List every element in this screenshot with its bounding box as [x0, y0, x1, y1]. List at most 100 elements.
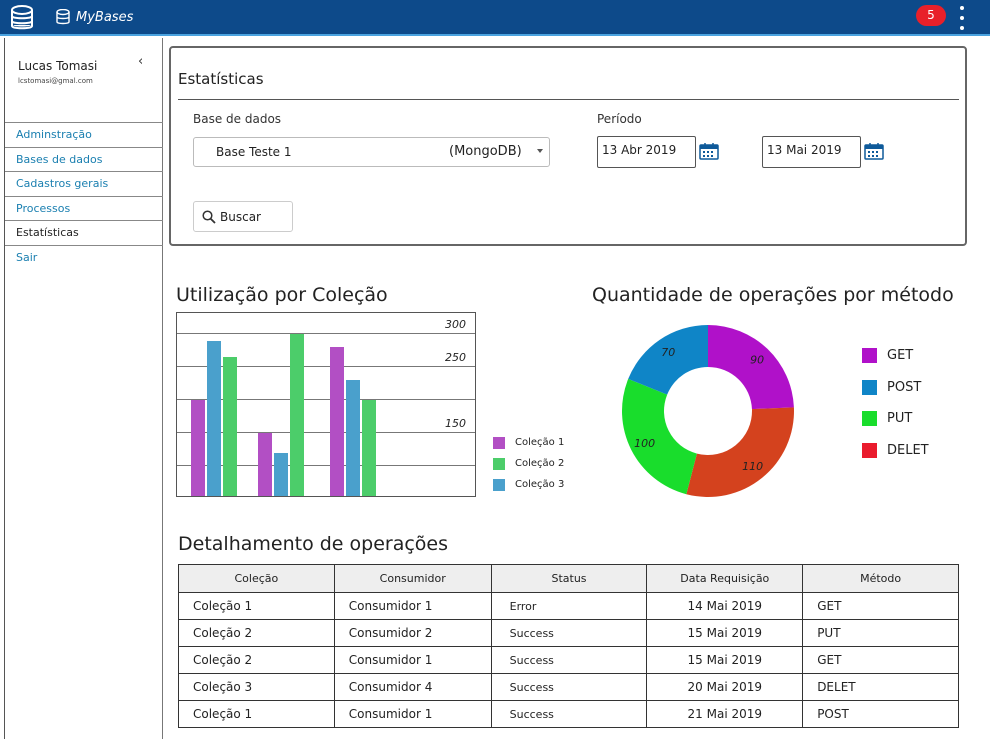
cell-consumidor: Consumidor 2: [333, 619, 492, 647]
gridline: [177, 332, 475, 334]
donut-slice: [622, 378, 697, 495]
date-from-input[interactable]: 13 Abr 2019: [597, 136, 696, 168]
filter-panel: Estatísticas Base de dados Base Teste 1 …: [169, 46, 967, 246]
column-header-metodo[interactable]: Método: [802, 564, 959, 593]
bar: [207, 340, 221, 496]
cell-status: Error: [490, 592, 648, 620]
cell-colecao: Coleção 1: [178, 700, 335, 728]
cell-status: Success: [490, 619, 648, 647]
cell-metodo: PUT: [802, 619, 959, 647]
more-vertical-icon[interactable]: [955, 4, 969, 32]
table-row[interactable]: Coleção 1 Consumidor 1 Error 14 Mai 2019…: [178, 592, 959, 620]
gridline: [177, 431, 475, 433]
bar: [258, 433, 272, 496]
bar: [362, 400, 376, 496]
date-to-input[interactable]: 13 Mai 2019: [762, 136, 861, 168]
panel-title: Estatísticas: [178, 70, 264, 88]
search-button-label: Buscar: [220, 209, 261, 224]
period-label: Período: [597, 112, 642, 126]
cell-data-requisicao: 14 Mai 2019: [646, 592, 804, 620]
operations-chart-legend: GET POST PUT DELET: [862, 340, 929, 466]
calendar-icon[interactable]: [699, 142, 719, 160]
cell-status: Success: [490, 700, 648, 728]
donut-slice-label: 70: [661, 346, 675, 359]
table-header-row: Coleção Consumidor Status Data Requisiçã…: [178, 564, 959, 593]
table-row[interactable]: Coleção 1 Consumidor 1 Success 21 Mai 20…: [178, 700, 959, 728]
donut-slice: [628, 325, 708, 395]
bar: [191, 400, 205, 496]
search-button[interactable]: Buscar: [193, 201, 293, 232]
divider: [178, 99, 959, 100]
usage-chart-legend: Coleção 1 Coleção 2 Coleção 3: [493, 432, 564, 495]
gridline: [177, 398, 475, 400]
cell-colecao: Coleção 3: [178, 673, 335, 701]
top-bar: MyBases 5: [0, 0, 990, 36]
table-title: Detalhamento de operações: [178, 533, 449, 555]
legend-swatch: [862, 442, 877, 458]
legend-label: Coleção 1: [515, 437, 565, 448]
legend-item: Coleção 2: [493, 453, 564, 474]
sidebar-item-sair[interactable]: Sair: [16, 250, 38, 264]
cell-consumidor: Consumidor 1: [333, 592, 492, 620]
brand[interactable]: MyBases: [56, 9, 133, 25]
y-tick-label: 300: [445, 317, 466, 331]
cell-consumidor: Consumidor 1: [333, 700, 492, 728]
bar: [274, 453, 288, 496]
legend-label: DELET: [887, 442, 929, 458]
user-name: Lucas Tomasi: [18, 59, 98, 73]
legend-item: PUT: [862, 403, 929, 435]
cell-data-requisicao: 21 Mai 2019: [646, 700, 804, 728]
sidebar-item-estatisticas[interactable]: Estatísticas: [5, 221, 163, 246]
database-select[interactable]: Base Teste 1 (MongoDB): [193, 137, 550, 167]
legend-swatch: [862, 411, 877, 427]
app-name: MyBases: [76, 9, 134, 25]
column-header-data-requisicao[interactable]: Data Requisição: [646, 564, 804, 593]
donut-slice: [686, 407, 794, 497]
y-tick-label: 150: [445, 416, 466, 430]
table-row[interactable]: Coleção 3 Consumidor 4 Success 20 Mai 20…: [178, 673, 959, 701]
bar: [290, 334, 304, 496]
cell-status: Success: [490, 646, 648, 674]
user-email: lcstomasi@gmal.com: [18, 77, 93, 85]
column-header-consumidor[interactable]: Consumidor: [333, 564, 492, 593]
sidebar-nav: Adminstração Bases de dados Cadastros ge…: [5, 122, 163, 270]
legend-swatch: [493, 457, 505, 470]
table-row[interactable]: Coleção 2 Consumidor 1 Success 15 Mai 20…: [178, 646, 959, 674]
gridline: [177, 365, 475, 367]
table-row[interactable]: Coleção 2 Consumidor 2 Success 15 Mai 20…: [178, 619, 959, 647]
cell-colecao: Coleção 2: [178, 646, 335, 674]
legend-item: POST: [862, 372, 929, 404]
bar: [330, 347, 344, 496]
legend-swatch: [493, 436, 505, 449]
database-icon: [56, 9, 70, 25]
sidebar-item-administracao[interactable]: Adminstração: [5, 123, 163, 148]
donut-slice-label: 90: [750, 354, 764, 367]
legend-label: POST: [887, 379, 922, 395]
calendar-icon[interactable]: [864, 142, 884, 160]
donut-slice: [708, 325, 794, 410]
bar: [346, 380, 360, 496]
sidebar-item-bases-de-dados[interactable]: Bases de dados: [5, 148, 163, 172]
sidebar-item-cadastros-gerais[interactable]: Cadastros gerais: [5, 172, 163, 197]
sidebar-item-processos[interactable]: Processos: [5, 197, 163, 221]
donut-slice-label: 100: [634, 437, 655, 450]
cell-metodo: POST: [802, 700, 959, 728]
gridline: [177, 464, 475, 466]
legend-item: DELET: [862, 435, 929, 467]
cell-status: Success: [490, 673, 648, 701]
cell-data-requisicao: 15 Mai 2019: [646, 646, 804, 674]
column-header-colecao[interactable]: Coleção: [178, 564, 335, 593]
cell-metodo: DELET: [802, 673, 959, 701]
legend-swatch: [493, 478, 505, 491]
legend-label: Coleção 3: [515, 479, 565, 490]
legend-label: GET: [887, 348, 914, 364]
cell-metodo: GET: [802, 646, 959, 674]
bar: [223, 357, 237, 496]
notification-badge[interactable]: 5: [916, 5, 946, 26]
usage-chart-title: Utilização por Coleção: [176, 284, 388, 306]
cell-consumidor: Consumidor 1: [333, 646, 492, 674]
column-header-status[interactable]: Status: [490, 564, 648, 593]
database-logo-icon: [11, 5, 33, 30]
chevron-left-icon[interactable]: ‹: [138, 54, 144, 69]
operations-donut-chart: 90 110 100 70: [622, 325, 794, 497]
